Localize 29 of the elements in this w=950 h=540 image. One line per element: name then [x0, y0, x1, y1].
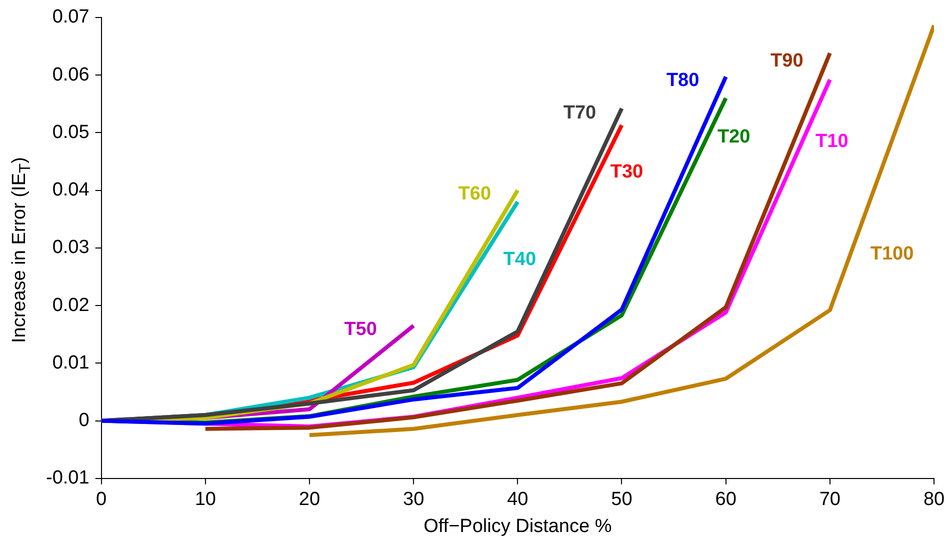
series-label: T50: [344, 318, 377, 340]
y-tick-label: 0.06: [52, 64, 90, 86]
x-tick-label: 80: [923, 489, 945, 510]
x-axis-title: Off−Policy Distance %: [424, 516, 612, 537]
series-label: T70: [563, 102, 596, 124]
series-label: T90: [770, 50, 804, 72]
y-tick-label: 0.02: [52, 294, 90, 316]
x-tick-label: 10: [194, 489, 216, 510]
x-tick-label: 0: [96, 489, 107, 510]
series-label: T20: [717, 126, 750, 148]
y-tick-label: 0.04: [52, 180, 90, 201]
x-tick-label: 70: [819, 489, 840, 510]
series-label: T10: [816, 130, 848, 152]
x-tick-label: 50: [611, 489, 632, 510]
series-label: T40: [503, 249, 536, 270]
y-tick-label: -0.01: [46, 468, 90, 489]
y-tick-label: 0: [78, 410, 90, 432]
x-tick-label: 40: [507, 489, 528, 510]
y-tick-label: 0.03: [52, 237, 90, 258]
y-tick-label: 0.07: [52, 6, 90, 28]
y-tick-label: 0.01: [52, 352, 90, 374]
series-label: T30: [610, 161, 644, 182]
y-tick-label: 0.05: [52, 122, 90, 143]
series-label: T80: [666, 70, 700, 91]
x-tick-label: 60: [715, 489, 736, 510]
series-label: T100: [870, 244, 914, 265]
series-label: T60: [458, 184, 492, 205]
x-tick-label: 20: [298, 489, 320, 510]
x-tick-label: 30: [402, 489, 424, 510]
